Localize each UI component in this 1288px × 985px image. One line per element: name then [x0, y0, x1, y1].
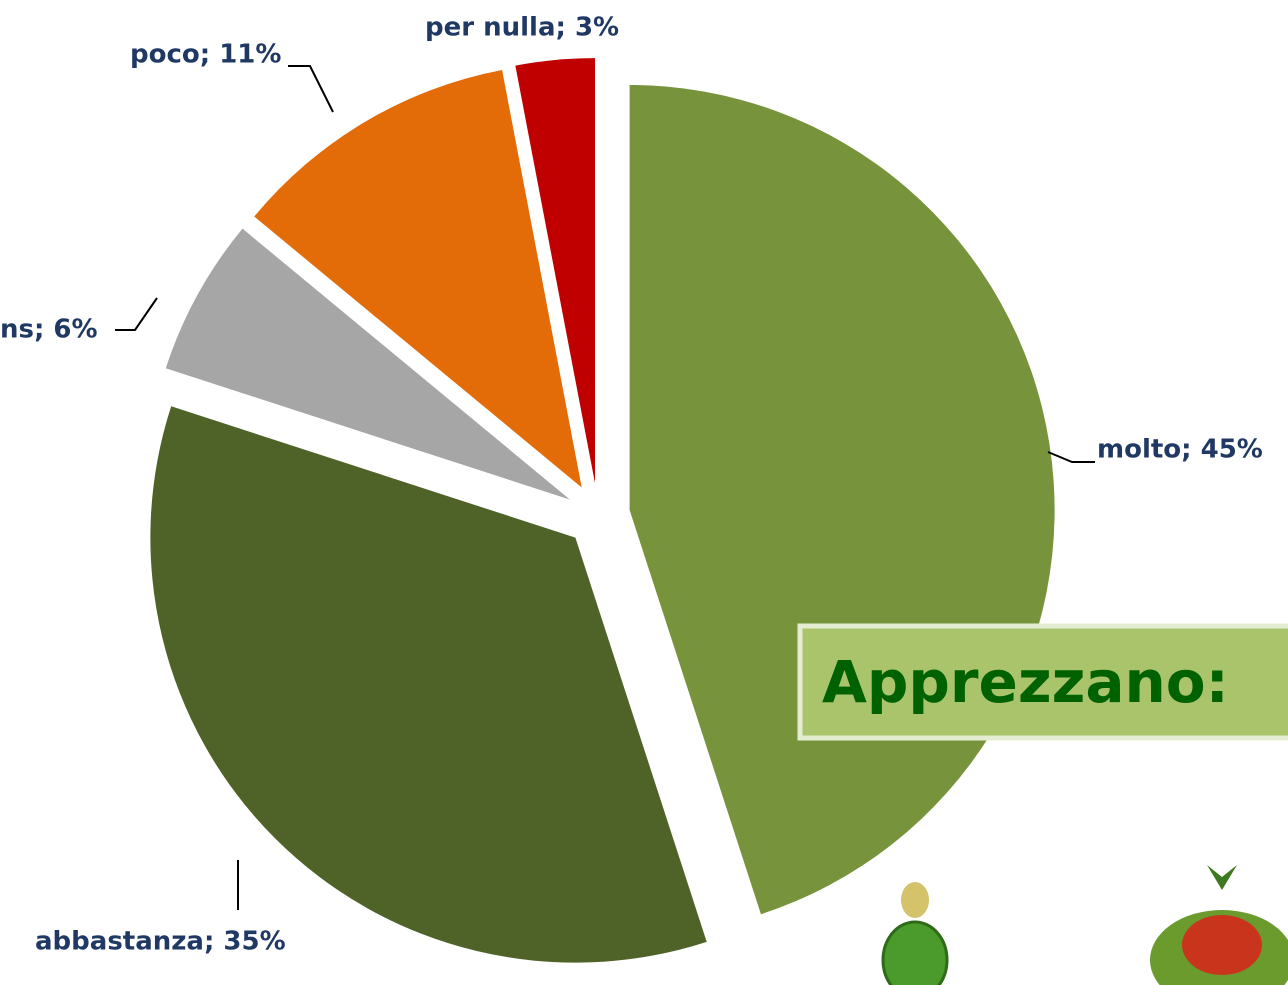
pie-slice: [150, 406, 706, 962]
data-label: ns; 6%: [0, 315, 98, 345]
data-label: per nulla; 3%: [425, 13, 619, 43]
data-label: abbastanza; 35%: [35, 927, 286, 957]
pie-slice: [630, 85, 1055, 914]
leader-line: [288, 66, 333, 112]
data-label: molto; 45%: [1097, 435, 1263, 465]
chart: molto; 45% abbastanza; 35% ns; 6% poco; 11%…: [0, 0, 1288, 985]
leader-line: [1048, 452, 1095, 462]
data-label: poco; 11%: [130, 40, 281, 70]
mascot: [883, 865, 1288, 985]
annotation: Apprezzano:: [822, 648, 1229, 716]
pie: [150, 58, 1054, 962]
leader-line: [115, 298, 157, 330]
